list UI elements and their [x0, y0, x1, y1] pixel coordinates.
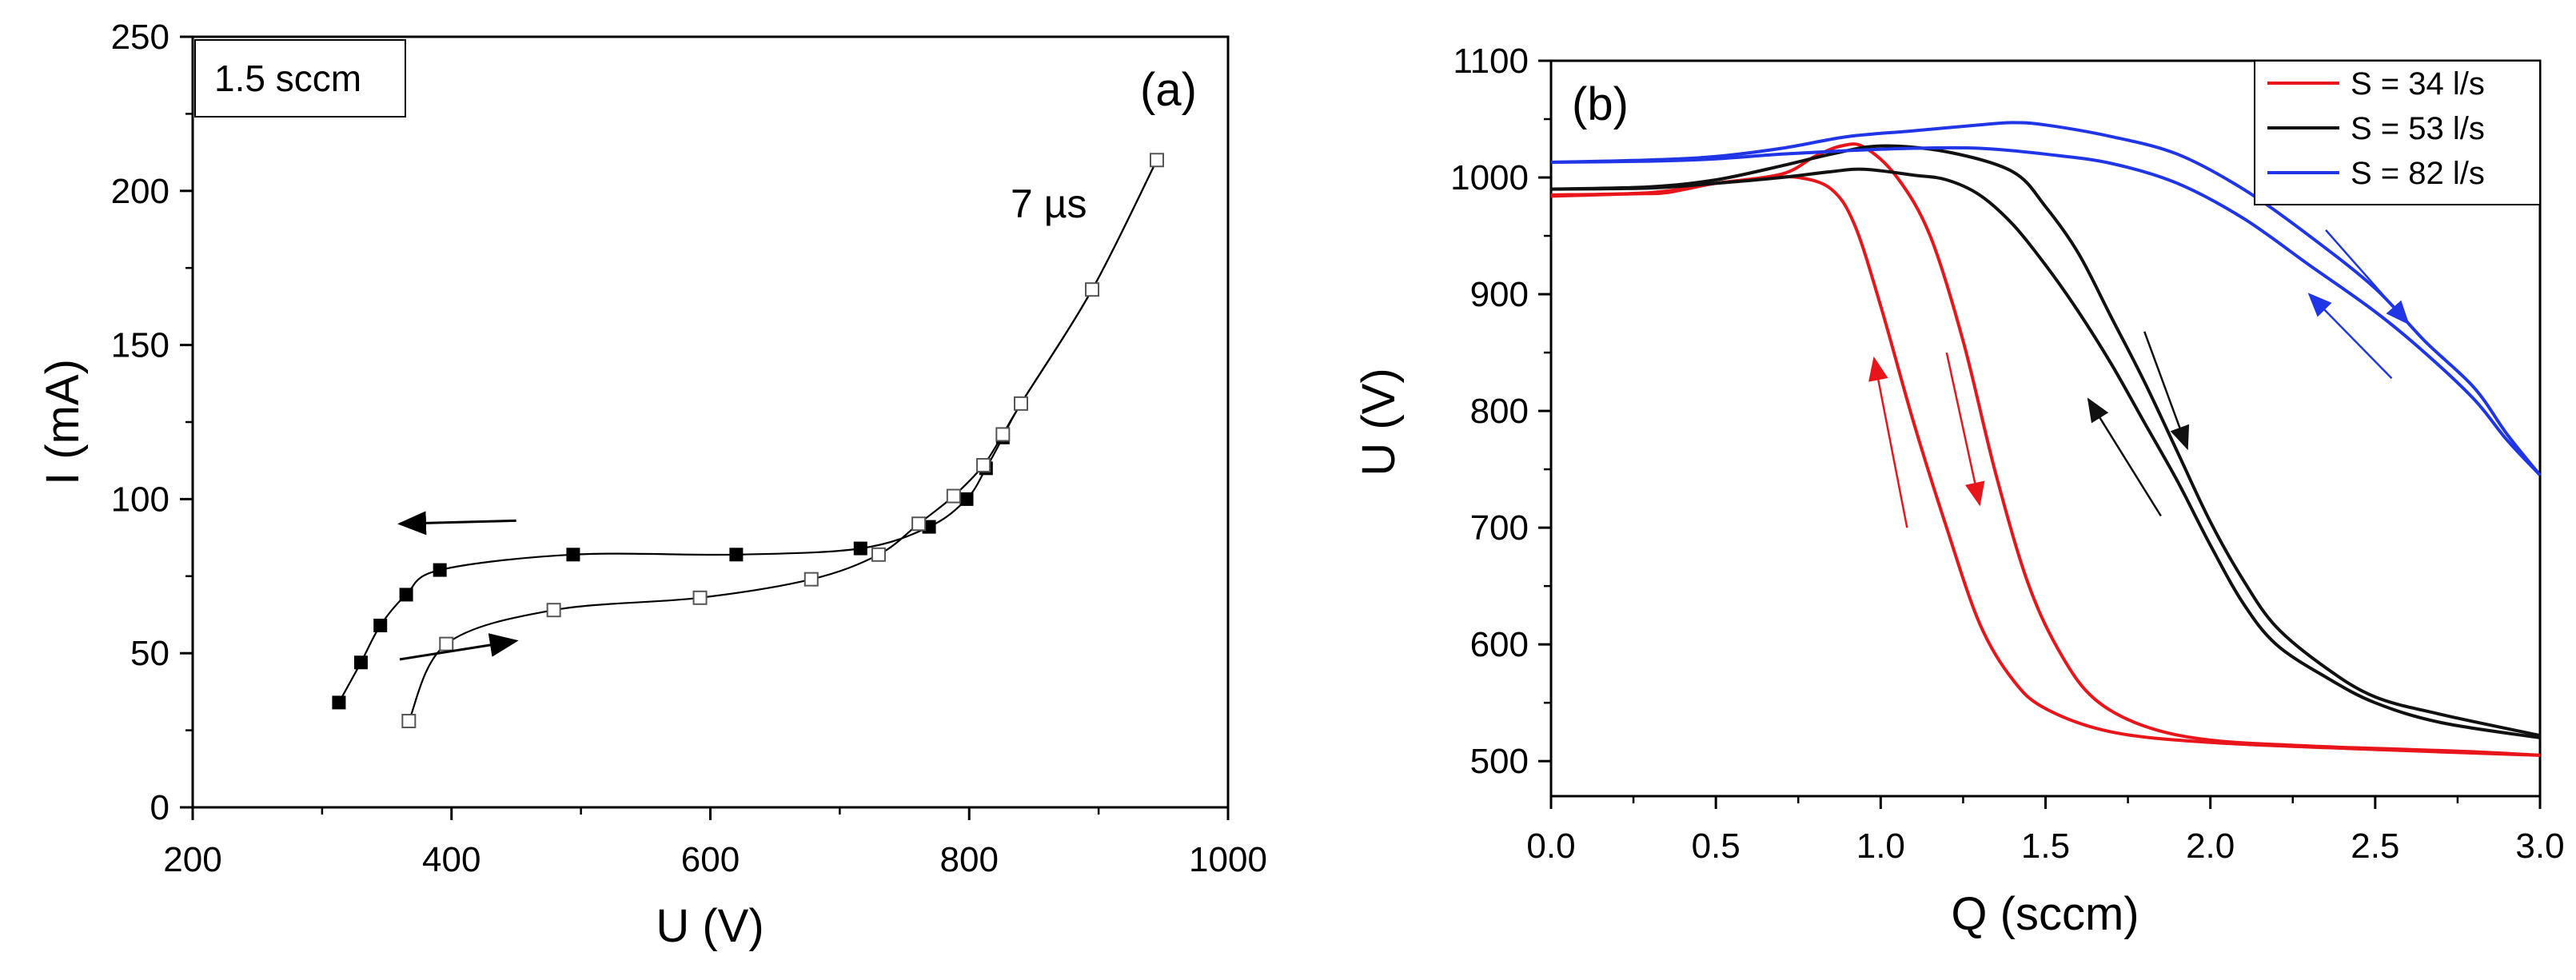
- panel-a-y-tick-labels: 0 50 100 150 200 250: [111, 18, 169, 827]
- panel-a-ticks: [180, 35, 1230, 820]
- b-series-1-arrow-up: [2087, 397, 2162, 517]
- a-filled-square-point: [729, 548, 744, 562]
- b-x-tick-label: 0.0: [1526, 827, 1575, 866]
- a-open-square-point: [946, 488, 961, 504]
- a-y-tick-label: 150: [111, 326, 169, 365]
- a-direction-arrow-right: [399, 633, 519, 661]
- a-filled-square-point: [399, 588, 413, 602]
- a-y-tick-label: 200: [111, 172, 169, 211]
- b-series-2-up-sweep: [1550, 121, 2542, 476]
- panel-a: 200 400 600 800 1000 0 50 100 150 200 250 U (V) I…: [37, 18, 1267, 952]
- a-x-tick-label: 800: [940, 840, 999, 879]
- legend-label: S = 82 l/s: [2351, 156, 2485, 191]
- b-x-tick-label: 0.5: [1692, 827, 1741, 866]
- a-direction-arrow-left: [397, 511, 516, 536]
- a-open-square-point: [546, 603, 561, 618]
- a-open-square-point: [976, 457, 991, 472]
- panel-a-label: (a): [1140, 64, 1197, 116]
- panel-a-frame: [191, 35, 1230, 809]
- b-x-tick-label: 3.0: [2515, 827, 2564, 866]
- b-y-tick-label: 900: [1470, 275, 1529, 314]
- a-open-square-point: [439, 636, 454, 651]
- panel-a-x-tick-labels: 200 400 600 800 1000: [163, 840, 1267, 879]
- a-series-0-line: [337, 159, 1158, 703]
- a-filled-square-point: [566, 548, 580, 562]
- a-filled-square-point: [332, 695, 346, 710]
- b-series-0-arrow-up: [1868, 356, 1908, 528]
- a-open-square-point: [1014, 396, 1028, 411]
- panel-b-y-axis-label: U (V): [1353, 368, 1405, 476]
- b-y-tick-label: 600: [1470, 625, 1529, 664]
- a-open-square-point: [804, 572, 819, 587]
- b-x-tick-label: 2.5: [2351, 827, 2399, 866]
- panel-b-y-tick-labels: 500 600 700 800 900 1000 1100: [1450, 42, 1529, 781]
- panel-a-arrows: [397, 511, 519, 661]
- b-y-tick-label: 700: [1470, 508, 1529, 548]
- b-x-tick-label: 2.0: [2186, 827, 2235, 866]
- b-series-1-arrow-down: [2143, 331, 2190, 451]
- panel-b: 0.0 0.5 1.0 1.5 2.0 2.5 3.0 500 600 700 800 900 100…: [1353, 42, 2565, 940]
- a-x-tick-label: 600: [681, 840, 740, 879]
- b-series-2-arrow-up: [2307, 293, 2393, 380]
- panel-b-arrows: [1868, 229, 2410, 528]
- panel-b-label: (b): [1572, 78, 1629, 130]
- a-y-tick-label: 50: [130, 634, 169, 673]
- b-series-2-arrow-down: [2325, 229, 2410, 325]
- panel-b-legend: S = 34 l/s S = 53 l/s S = 82 l/s: [2254, 60, 2541, 205]
- a-filled-square-point: [959, 492, 974, 506]
- a-open-square-point: [1149, 153, 1164, 168]
- panel-b-ticks: [1538, 59, 2542, 809]
- a-x-tick-label: 400: [422, 840, 481, 879]
- b-x-tick-label: 1.5: [2021, 827, 2070, 866]
- a-filled-square-point: [353, 655, 368, 670]
- b-y-tick-label: 500: [1470, 742, 1529, 781]
- panel-a-markers: [332, 153, 1164, 729]
- b-series-1-up-sweep: [1550, 144, 2541, 738]
- a-open-square-point: [1085, 282, 1100, 297]
- panel-a-pulse-label: 7 µs: [1011, 181, 1087, 226]
- panel-a-annotation-text: 1.5 sccm: [214, 58, 361, 99]
- a-open-square-point: [401, 714, 417, 729]
- panel-b-x-tick-labels: 0.0 0.5 1.0 1.5 2.0 2.5 3.0: [1526, 827, 2564, 866]
- b-series-1-down-sweep: [1550, 167, 2541, 739]
- b-series-2-down-sweep: [1550, 145, 2542, 476]
- a-x-tick-label: 200: [163, 840, 221, 879]
- panel-a-annotation-box: [194, 39, 406, 118]
- panel-b-curves: [1550, 121, 2542, 757]
- panel-b-x-axis-label: Q (sccm): [1951, 888, 2139, 940]
- b-series-0-arrow-down: [1945, 352, 1985, 507]
- a-filled-square-point: [433, 563, 447, 577]
- b-y-tick-label: 1100: [1453, 42, 1529, 81]
- panel-a-x-axis-label: U (V): [656, 900, 764, 952]
- a-filled-square-point: [373, 618, 388, 632]
- a-open-square-point: [911, 516, 927, 532]
- a-y-tick-label: 100: [111, 480, 169, 519]
- a-y-tick-label: 250: [111, 18, 169, 57]
- a-open-square-point: [995, 427, 1011, 442]
- panel-a-curves: [337, 159, 1158, 722]
- b-x-tick-label: 1.0: [1856, 827, 1905, 866]
- a-open-square-point: [692, 590, 708, 605]
- a-series-1-line: [408, 159, 1158, 722]
- b-series-0-up-sweep: [1550, 142, 2541, 757]
- a-y-tick-label: 0: [150, 788, 169, 827]
- legend-label: S = 53 l/s: [2351, 111, 2485, 146]
- panel-a-y-axis-label: I (mA): [37, 359, 89, 485]
- b-y-tick-label: 1000: [1450, 158, 1529, 197]
- a-filled-square-point: [853, 541, 867, 556]
- legend-label: S = 34 l/s: [2351, 66, 2485, 102]
- a-x-tick-label: 1000: [1189, 840, 1267, 879]
- b-y-tick-label: 800: [1470, 392, 1529, 431]
- a-open-square-point: [871, 547, 886, 562]
